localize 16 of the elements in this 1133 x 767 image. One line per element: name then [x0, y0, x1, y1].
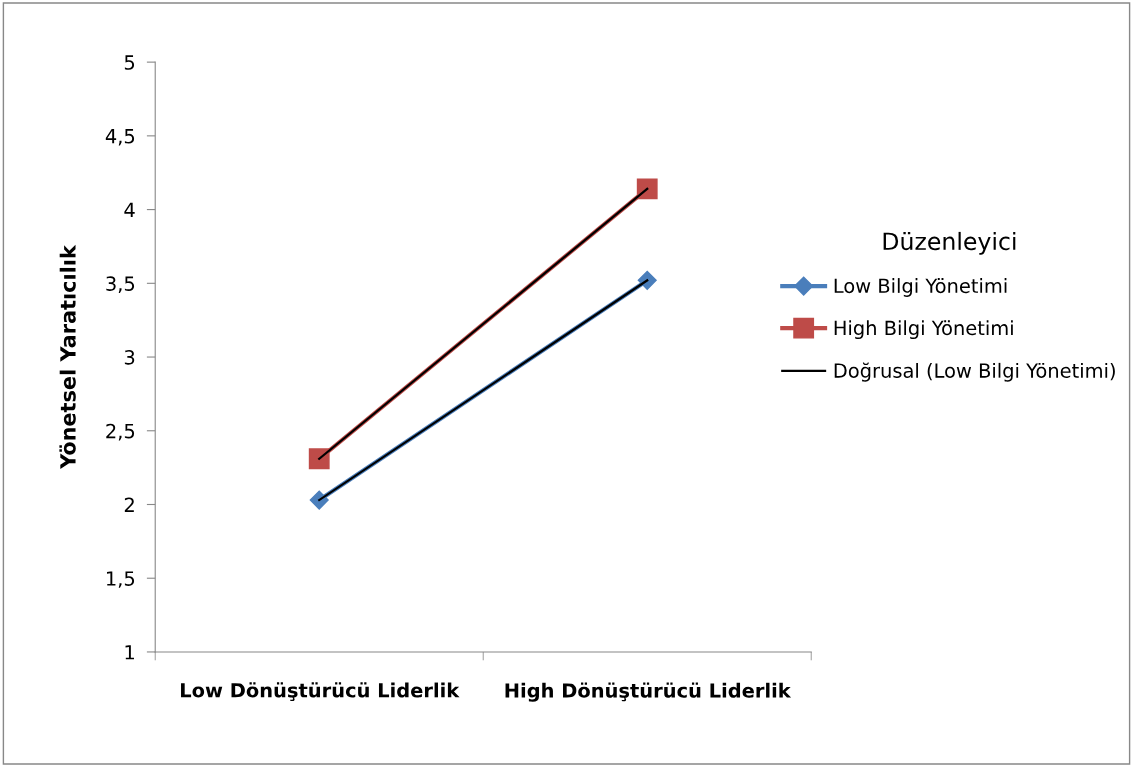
y-tick-label: 2 [124, 497, 134, 512]
x-tick-label: Low Dönüştürücü Liderlik [181, 682, 460, 702]
legend-label: High Bilgi Yönetimi [834, 320, 1013, 340]
legend-title: Düzenleyici [883, 231, 1016, 255]
y-tick-label: 5 [124, 55, 135, 70]
x-tick-label: High Dönüştürücü Liderlik [505, 682, 792, 702]
y-axis-title: Yönetsel Yaratıcılık [59, 244, 76, 470]
y-tick-label: 2,5 [106, 423, 135, 441]
y-tick-label: 3,5 [106, 276, 135, 293]
legend-label: Low Bilgi Yönetimi [834, 278, 1007, 297]
legend-label: Doğrusal (Low Bilgi Yönetimi) [834, 362, 1115, 382]
y-tick-label: 3 [124, 349, 135, 365]
y-tick-label: 4,5 [105, 129, 135, 146]
y-tick-label: 1 [125, 645, 134, 660]
y-tick-label: 4 [124, 202, 135, 217]
y-tick-label: 1,5 [106, 571, 135, 588]
